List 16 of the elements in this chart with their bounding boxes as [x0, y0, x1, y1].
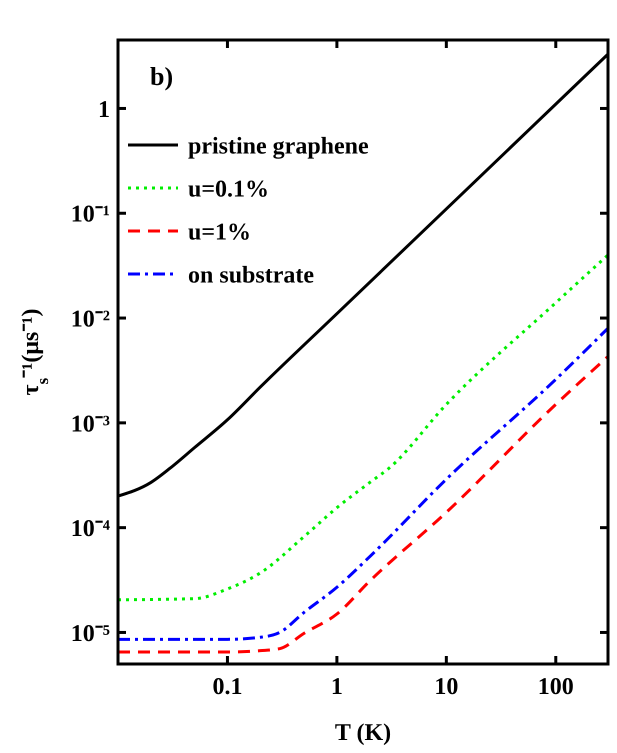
x-tick-label: 10: [434, 674, 458, 700]
annotation: b): [150, 62, 174, 91]
x-tick-label: 1: [330, 674, 343, 700]
x-axis-title: T (K): [334, 720, 392, 746]
y-tick-label: 10⁻³: [70, 411, 110, 438]
legend-label: pristine graphene: [188, 133, 370, 160]
legend-label: on substrate: [188, 262, 314, 288]
x-tick-label: 0.1: [212, 674, 242, 700]
y-tick-label: 10⁻²: [70, 306, 110, 332]
y-tick-label: 10⁻¹: [70, 202, 110, 228]
legend-label: u=1%: [188, 219, 252, 246]
y-tick-label: 10⁻⁴: [70, 516, 110, 542]
y-tick-label: 1: [98, 96, 110, 123]
x-tick-label: 100: [538, 674, 574, 700]
legend-label: u=0.1%: [188, 176, 270, 202]
y-tick-label: 10⁻⁵: [70, 620, 110, 647]
